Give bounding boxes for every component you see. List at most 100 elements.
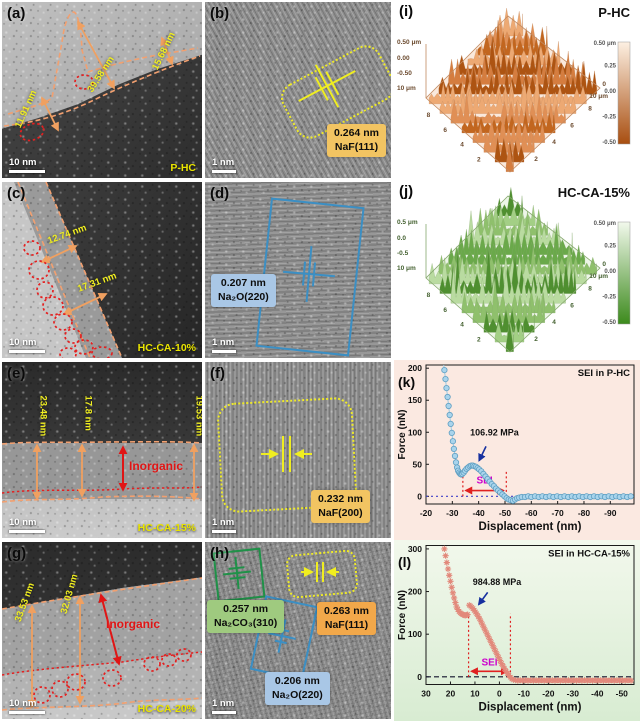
svg-text:10: 10	[470, 689, 480, 699]
svg-text:50: 50	[413, 459, 423, 469]
svg-text:0: 0	[602, 261, 606, 268]
scale-bar: 1 nm	[212, 337, 236, 353]
svg-text:-10: -10	[518, 689, 531, 699]
svg-text:300: 300	[408, 544, 422, 554]
svg-text:4: 4	[460, 322, 464, 329]
lattice-marker-overlay-b	[298, 64, 356, 108]
scale-bar: 10 nm	[9, 337, 45, 353]
panel-label: (b)	[210, 5, 230, 22]
panel-d-hrtem: (d) 0.207 nm Na₂O(220) 1 nm	[205, 182, 391, 358]
svg-text:-70: -70	[551, 508, 564, 518]
svg-text:-80: -80	[578, 508, 591, 518]
svg-text:-60: -60	[525, 508, 538, 518]
svg-text:106.92 MPa: 106.92 MPa	[470, 427, 520, 437]
panel-b-hrtem: (b) 0.264 nm NaF(111) 1 nm	[205, 2, 391, 178]
svg-text:2: 2	[534, 336, 538, 343]
panel-label: (k)	[398, 374, 416, 390]
panel-i-afm: (i) P-HC 0.50 μm 0.00 -0.50 10 μm 8 6 4 2 0 10 μm…	[394, 0, 640, 180]
panel-k-force-curve: (k) -20 -30 -40 -50 -60 -70 -80 -90 0 50 100 150 200…	[394, 360, 640, 540]
sample-label: HC-CA-20%	[137, 703, 196, 715]
scale-bar: 1 nm	[212, 157, 236, 173]
svg-text:6: 6	[443, 127, 447, 134]
scale-bar: 10 nm	[9, 157, 45, 173]
svg-text:0: 0	[417, 672, 422, 682]
svg-text:6: 6	[570, 122, 574, 129]
svg-text:4: 4	[552, 139, 556, 146]
sei-annotation-overlay-g	[2, 577, 202, 711]
svg-text:10 μm: 10 μm	[589, 93, 608, 100]
panel-label: (d)	[210, 185, 230, 202]
svg-text:0.50 μm: 0.50 μm	[594, 221, 616, 227]
d-spacing-label: 0.232 nm NaF(200)	[311, 490, 370, 524]
svg-text:984.88 MPa: 984.88 MPa	[473, 577, 523, 587]
svg-text:10 μm: 10 μm	[397, 265, 416, 272]
svg-text:8: 8	[588, 285, 592, 292]
inorganic-layer-annotation: Inorganic	[129, 459, 184, 473]
svg-text:-0.50: -0.50	[602, 140, 616, 146]
panel-label: (a)	[7, 5, 26, 22]
lattice-marker-overlay-d	[283, 246, 335, 302]
panel-label: (j)	[399, 183, 414, 200]
carbon-bulk-region	[2, 362, 202, 443]
svg-text:Displacement (nm): Displacement (nm)	[479, 702, 582, 714]
panel-j-afm: (j) HC-CA-15% 0.5 μm 0.0 -0.5 10 μm 8 6 4 2 0 10 …	[394, 180, 640, 360]
svg-text:0.00: 0.00	[604, 89, 616, 95]
svg-text:-40: -40	[591, 689, 604, 699]
svg-text:Displacement (nm): Displacement (nm)	[479, 521, 582, 533]
scale-bar: 1 nm	[212, 517, 236, 533]
svg-text:-50: -50	[616, 689, 629, 699]
svg-text:30: 30	[421, 689, 431, 699]
svg-text:20: 20	[446, 689, 456, 699]
scale-bar: 10 nm	[9, 517, 45, 533]
lattice-region-outline-naf	[285, 549, 359, 599]
panel-label: (h)	[210, 545, 230, 562]
svg-text:10 μm: 10 μm	[397, 85, 416, 92]
sample-label: HC-CA-15%	[137, 522, 196, 534]
panel-label: (f)	[210, 365, 225, 382]
d-spacing-label: 0.207 nm Na₂O(220)	[211, 274, 276, 308]
svg-text:100: 100	[408, 629, 422, 639]
panel-label: (l)	[398, 554, 412, 570]
svg-text:8: 8	[427, 112, 431, 119]
svg-text:0: 0	[417, 491, 422, 501]
svg-text:150: 150	[408, 395, 422, 405]
panel-label: (c)	[7, 185, 26, 202]
svg-text:4: 4	[460, 142, 464, 149]
sei-annotation-overlay-c	[17, 182, 123, 358]
panel-label: (g)	[7, 545, 27, 562]
panel-h-hrtem: (h) 0.257 nm Na₂CO₃(310) 0.263 nm NaF(11…	[205, 542, 391, 719]
scale-bar: 1 nm	[212, 698, 236, 714]
svg-text:-40: -40	[473, 508, 486, 518]
svg-text:10 μm: 10 μm	[589, 273, 608, 280]
svg-text:6: 6	[570, 302, 574, 309]
svg-text:-0.50: -0.50	[602, 320, 616, 326]
svg-text:-50: -50	[499, 508, 512, 518]
svg-text:0.50 μm: 0.50 μm	[397, 39, 421, 46]
svg-text:200: 200	[408, 587, 422, 597]
svg-text:-0.25: -0.25	[602, 115, 616, 121]
svg-text:4: 4	[552, 319, 556, 326]
svg-text:6: 6	[443, 307, 447, 314]
sei-annotation-overlay-a	[3, 11, 201, 142]
d-spacing-label-na2o: 0.206 nm Na₂O(220)	[265, 672, 330, 706]
sample-label: P-HC	[598, 5, 630, 20]
svg-text:-30: -30	[567, 689, 580, 699]
sample-label: P-HC	[170, 162, 196, 174]
lattice-marker-overlay-f	[261, 436, 312, 472]
panel-l-force-curve: (l) 30 20 10 0 -10 -20 -30 -40 -50 0 100 200 300 Disp…	[394, 540, 640, 721]
d-spacing-label-na2co3: 0.257 nm Na₂CO₃(310)	[207, 600, 285, 634]
sample-label: HC-CA-15%	[557, 185, 630, 200]
panel-f-hrtem: (f) 0.232 nm NaF(200) 1 nm	[205, 362, 391, 538]
thickness-measurement: 17.8 nm	[82, 395, 94, 431]
d-spacing-label-naf: 0.263 nm NaF(111)	[317, 602, 376, 636]
svg-text:-0.50: -0.50	[397, 70, 412, 77]
svg-text:0.25: 0.25	[604, 64, 616, 70]
svg-text:Force (nN): Force (nN)	[397, 410, 408, 460]
svg-text:0.25: 0.25	[604, 244, 616, 250]
panel-g-tem: (g) 33.53 nm 32.03 nm Inorganic 10 nm HC…	[2, 542, 202, 719]
panel-c-tem: (c) 12.74 nm 17.31 nm 10 nm HC-CA-10%	[2, 182, 202, 358]
svg-text:0: 0	[602, 81, 606, 88]
sample-label: HC-CA-10%	[137, 342, 196, 354]
scale-bar: 10 nm	[9, 698, 45, 714]
